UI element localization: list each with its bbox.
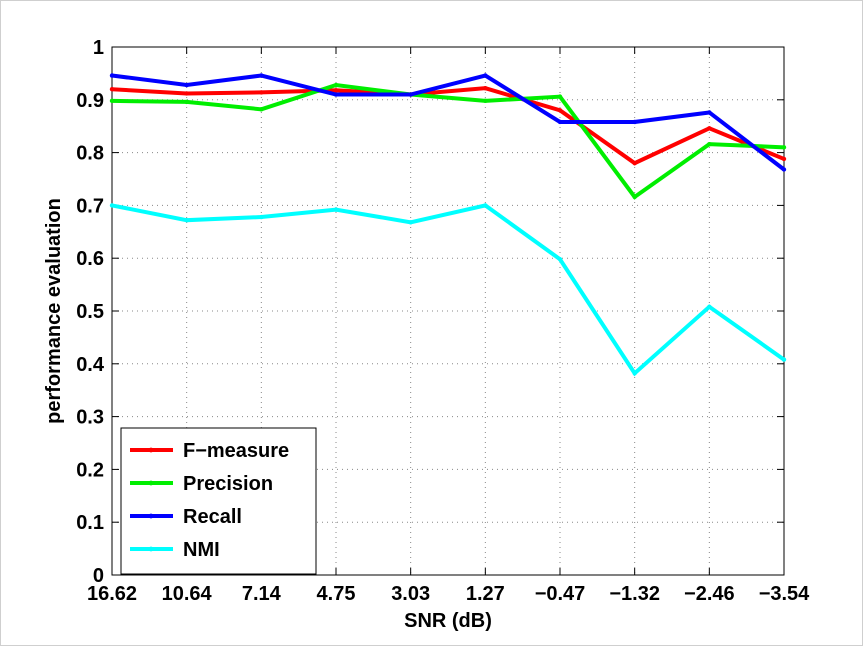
y-tick-label: 0.3 <box>76 407 104 429</box>
legend-label: NMI <box>183 539 220 561</box>
legend-label: F−measure <box>183 440 289 462</box>
x-tick-label: −2.46 <box>684 583 735 605</box>
legend-label: Precision <box>183 473 273 495</box>
x-tick-label: 4.75 <box>317 583 356 605</box>
y-tick-label: 1 <box>93 37 104 59</box>
data-point <box>781 156 787 162</box>
data-point <box>333 88 339 93</box>
data-point <box>184 82 189 88</box>
series-line <box>111 82 785 200</box>
data-point <box>483 98 488 104</box>
y-tick-label: 0.7 <box>76 195 104 217</box>
data-point <box>109 203 115 208</box>
series-3 <box>109 203 787 377</box>
data-point <box>109 73 115 78</box>
data-point <box>632 160 637 166</box>
x-tick-label: 10.64 <box>162 583 213 605</box>
x-tick-label: −3.54 <box>759 583 810 605</box>
data-point <box>333 92 339 97</box>
data-point <box>184 217 189 223</box>
data-point <box>707 304 712 309</box>
y-tick-label: 0.1 <box>76 512 104 534</box>
data-point <box>632 194 637 200</box>
x-axis-label: SNR (dB) <box>404 610 492 632</box>
data-point <box>333 207 339 212</box>
data-point <box>109 87 115 92</box>
data-point <box>557 108 563 113</box>
data-point <box>408 92 413 97</box>
data-point <box>259 214 264 220</box>
y-tick-label: 0.5 <box>76 301 104 323</box>
data-point <box>483 85 488 91</box>
y-tick-label: 0.2 <box>76 459 104 481</box>
x-tick-label: 7.14 <box>242 583 282 605</box>
legend-marker <box>148 480 154 486</box>
data-point <box>184 99 189 105</box>
data-point <box>184 91 189 96</box>
legend: F−measure Precision Recall NMI <box>120 427 317 575</box>
legend-label: Recall <box>183 506 242 528</box>
data-point <box>632 119 637 125</box>
y-axis-label: performance evaluation <box>43 198 65 424</box>
data-point <box>707 110 712 115</box>
x-tick-label: 16.62 <box>87 583 137 605</box>
y-tick-label: 0 <box>93 565 104 587</box>
y-tick-label: 0.4 <box>76 354 105 376</box>
data-point <box>408 220 413 225</box>
y-tick-label: 0.9 <box>76 90 104 112</box>
legend-item: F−measure <box>130 440 289 462</box>
data-point <box>259 73 264 78</box>
data-point <box>557 257 563 262</box>
series-line <box>111 203 786 377</box>
legend-item: NMI <box>130 539 220 561</box>
data-point <box>781 145 787 150</box>
data-point <box>483 203 488 208</box>
data-point <box>781 167 787 172</box>
y-tick-label: 0.6 <box>76 248 104 270</box>
data-point <box>109 98 115 104</box>
series-2 <box>109 73 787 172</box>
x-tick-label: 3.03 <box>391 583 430 605</box>
data-point <box>333 82 339 88</box>
data-point <box>557 94 563 99</box>
axis-ticks: 0 0.1 0.2 0.3 0.4 0.5 0.6 0.7 0.8 0.9 1 16.62 10.64 7… <box>76 37 810 605</box>
data-point <box>632 371 637 376</box>
data-point <box>259 107 264 112</box>
legend-item: Recall <box>130 506 242 528</box>
legend-marker <box>148 546 154 552</box>
data-point <box>483 73 488 78</box>
data-point <box>707 126 712 131</box>
legend-item: Precision <box>130 473 273 495</box>
data-point <box>781 357 787 362</box>
data-point <box>557 119 563 125</box>
y-tick-label: 0.8 <box>76 143 104 165</box>
series-lines <box>109 73 787 377</box>
series-line <box>111 86 785 166</box>
x-tick-label: 1.27 <box>466 583 505 605</box>
data-point <box>707 141 712 147</box>
data-point <box>259 90 264 95</box>
grid <box>112 47 784 575</box>
legend-marker <box>148 513 154 519</box>
series-line <box>111 73 786 172</box>
x-tick-label: −1.32 <box>609 583 660 605</box>
legend-marker <box>148 447 154 453</box>
x-tick-label: −0.47 <box>535 583 586 605</box>
